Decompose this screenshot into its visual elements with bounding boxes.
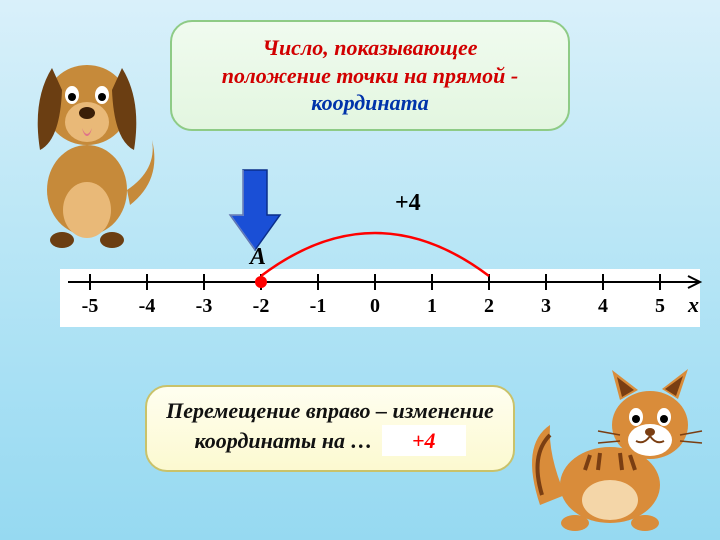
definition-line1: Число, показывающее <box>190 34 550 62</box>
definition-callout: Число, показывающее положение точки на п… <box>170 20 570 131</box>
axis-background <box>60 269 700 327</box>
movement-line3: на … +4 <box>322 428 466 453</box>
movement-value-overlay: +4 <box>382 425 466 457</box>
movement-callout: Перемещение вправо – изменение координат… <box>145 385 515 472</box>
movement-line1: Перемещение вправо – <box>166 398 387 423</box>
definition-line3: координата <box>190 89 550 117</box>
definition-line2: положение точки на прямой - <box>190 62 550 90</box>
dog-character <box>12 40 162 250</box>
cat-character <box>520 355 710 535</box>
movement-line3-prefix: на … <box>322 428 373 453</box>
